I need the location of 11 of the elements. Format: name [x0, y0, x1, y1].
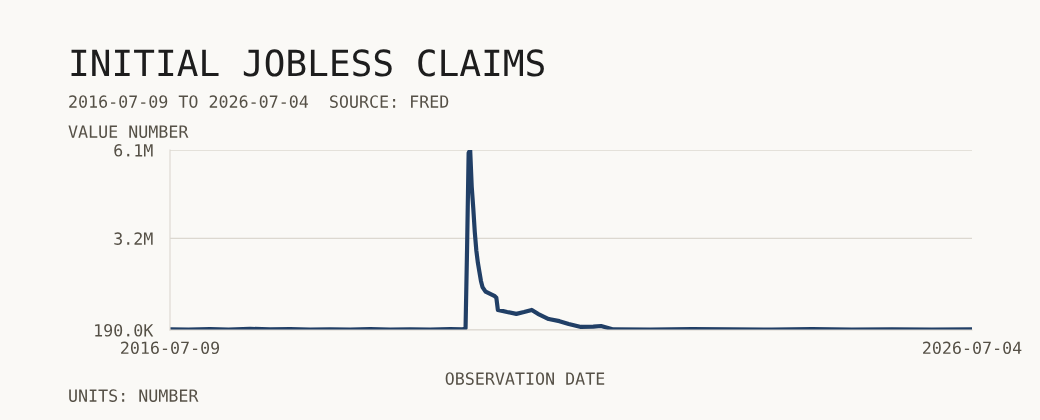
y-tick-label: 3.2M — [114, 232, 153, 245]
chart-title: INITIAL JOBLESS CLAIMS — [71, 49, 544, 77]
x-tick-label: 2026-07-04 — [923, 341, 1022, 355]
y-axis-title: VALUE NUMBER — [68, 125, 189, 138]
text: UNITS: NUMBER — [69, 389, 199, 402]
y-tick-label: 190.0K — [95, 324, 154, 337]
x-tick-label: 2016-07-09 — [121, 341, 220, 355]
line-series — [170, 150, 972, 330]
x-axis-title: OBSERVATION DATE — [445, 372, 605, 385]
chart-subtitle: 2016-07-09 TO 2026-07-04 SOURCE: FRED — [69, 95, 449, 108]
y-tick-label: 6.1M — [114, 144, 153, 157]
